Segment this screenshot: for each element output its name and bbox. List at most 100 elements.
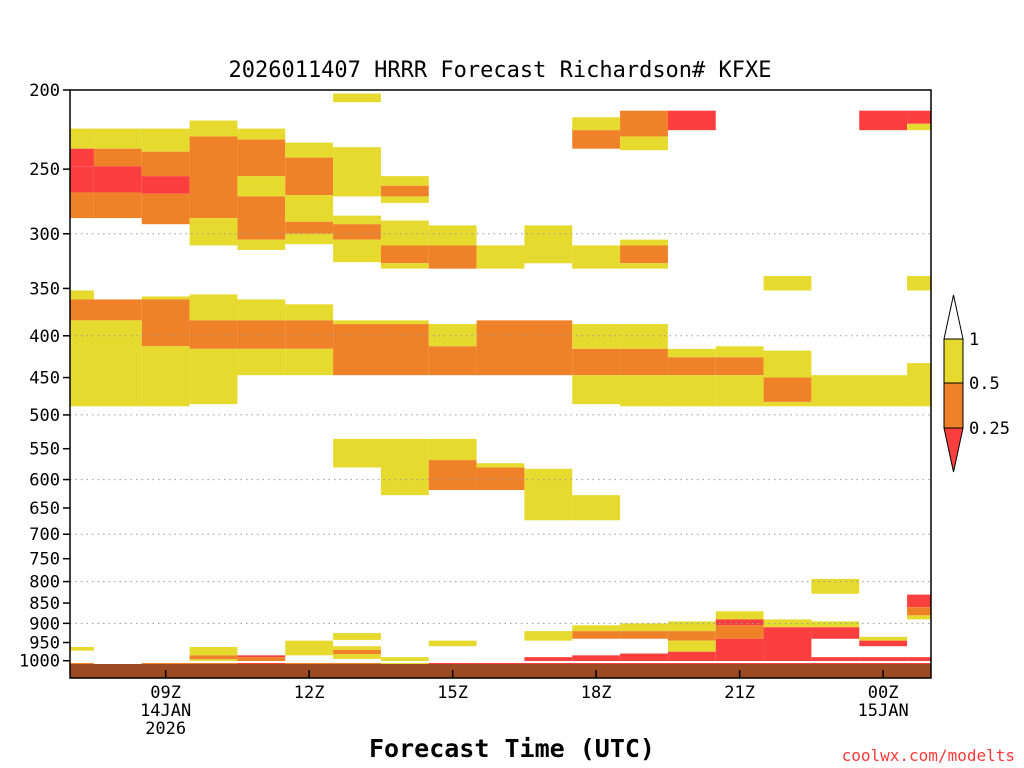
x-tick-label-9-1: 14JAN [140, 701, 191, 721]
ri-cell-86 [715, 346, 764, 358]
x-tick-label-9-2: 2026 [145, 719, 186, 739]
ri-cell-99 [476, 463, 525, 468]
ri-cell-2 [70, 166, 94, 193]
ri-cell-120 [237, 655, 286, 658]
ri-cell-80 [620, 324, 668, 349]
ri-cell-79 [572, 375, 621, 405]
y-tick-label-900: 900 [29, 614, 60, 634]
ri-cell-73 [333, 324, 429, 376]
ri-cell-17 [237, 176, 286, 197]
ri-cell-20 [285, 142, 334, 158]
ri-cell-141 [620, 631, 668, 639]
x-tick-label-12-0: 12Z [294, 683, 325, 703]
x-tick-label-15-0: 15Z [437, 683, 468, 703]
y-tick-label-600: 600 [29, 471, 60, 491]
ri-cell-26 [333, 147, 381, 197]
ri-cell-135 [524, 631, 573, 641]
ri-cell-88 [715, 375, 764, 407]
ri-cell-51 [907, 110, 931, 124]
y-tick-label-300: 300 [29, 225, 60, 245]
ground-band [70, 664, 931, 678]
ri-cell-7 [93, 192, 142, 219]
ri-cell-42 [572, 245, 621, 269]
y-tick-label-650: 650 [29, 499, 60, 519]
x-tick-label-9-0: 09Z [150, 683, 181, 703]
ri-cell-53 [907, 276, 931, 291]
ri-cell-127 [333, 649, 381, 655]
ri-cell-123 [285, 640, 334, 656]
ri-cell-27 [333, 215, 381, 225]
colorbar-bin-1 [943, 382, 964, 429]
ri-cell-128 [333, 654, 381, 659]
ri-cell-112 [70, 661, 94, 665]
ri-cell-91 [763, 401, 812, 407]
colorbar-label-2: 0.25 [969, 419, 1010, 439]
ri-cell-101 [524, 468, 573, 521]
ri-cell-157 [859, 640, 908, 647]
ri-cell-87 [715, 357, 764, 376]
ri-cell-46 [620, 245, 668, 264]
ri-cell-41 [572, 130, 621, 149]
ri-cell-29 [333, 239, 381, 263]
ri-cell-44 [620, 136, 668, 151]
x-tick-label-24-0: 00Z [868, 683, 899, 703]
ri-cell-147 [715, 611, 764, 620]
ri-cell-71 [285, 348, 334, 376]
ri-cell-24 [285, 233, 334, 245]
chart-title: 2026011407 HRRR Forecast Richardson# KFX… [228, 58, 771, 83]
ri-cell-143 [667, 621, 716, 632]
ri-cell-30 [380, 176, 429, 186]
ri-cell-47 [620, 263, 668, 269]
ri-cell-106 [907, 594, 931, 608]
ri-cell-92 [811, 375, 908, 407]
ri-cell-81 [620, 348, 668, 376]
ri-cell-16 [237, 139, 286, 177]
ri-cell-116 [189, 646, 238, 656]
ri-cell-132 [428, 640, 477, 647]
ri-cell-149 [715, 625, 764, 639]
ri-cell-25 [333, 93, 381, 103]
ri-cell-118 [189, 659, 238, 663]
y-tick-label-450: 450 [29, 369, 60, 389]
ri-cell-65 [189, 348, 238, 405]
ri-cell-52 [907, 123, 931, 131]
ri-cell-61 [141, 299, 190, 347]
colorbar-bottom-arrow [943, 427, 964, 473]
ri-cell-35 [380, 263, 429, 269]
ri-cell-59 [70, 320, 142, 407]
y-tick-label-850: 850 [29, 594, 60, 614]
ri-cell-5 [93, 148, 142, 167]
ri-cell-45 [620, 239, 668, 246]
ri-cell-82 [620, 375, 668, 407]
ri-cell-0 [70, 128, 94, 149]
y-axis: 200 250 300 350 400 450 500 550 600 650 700 750 8008… [19, 81, 70, 672]
ri-cell-22 [285, 195, 334, 222]
y-tick-label-750: 750 [29, 550, 60, 570]
x-tick-label-24-1: 15JAN [858, 701, 909, 721]
y-tick-label-400: 400 [29, 327, 60, 347]
ri-cell-57 [70, 290, 94, 300]
ri-cell-32 [380, 196, 429, 203]
ri-cell-107 [907, 607, 931, 616]
ri-cell-151 [763, 619, 812, 628]
ri-cell-145 [667, 640, 716, 652]
ri-cell-15 [237, 128, 286, 140]
ri-cell-108 [907, 615, 931, 620]
ri-cell-14 [189, 218, 238, 246]
ri-cell-12 [189, 120, 238, 137]
x-tick-label-21-0: 21Z [724, 683, 755, 703]
ri-cell-64 [189, 320, 238, 349]
ri-cell-111 [70, 646, 94, 651]
ri-cell-103 [811, 578, 860, 594]
ri-cell-58 [70, 299, 142, 321]
ri-cell-72 [333, 320, 429, 325]
ri-cell-69 [285, 304, 334, 321]
ri-cell-126 [333, 646, 381, 650]
ri-cell-83 [667, 348, 716, 358]
y-tick-label-950: 950 [29, 634, 60, 654]
ri-cell-153 [811, 621, 860, 628]
ri-cell-21 [285, 157, 334, 196]
heatmap-cells [70, 93, 931, 669]
ri-cell-98 [428, 460, 477, 491]
y-tick-label-550: 550 [29, 440, 60, 460]
